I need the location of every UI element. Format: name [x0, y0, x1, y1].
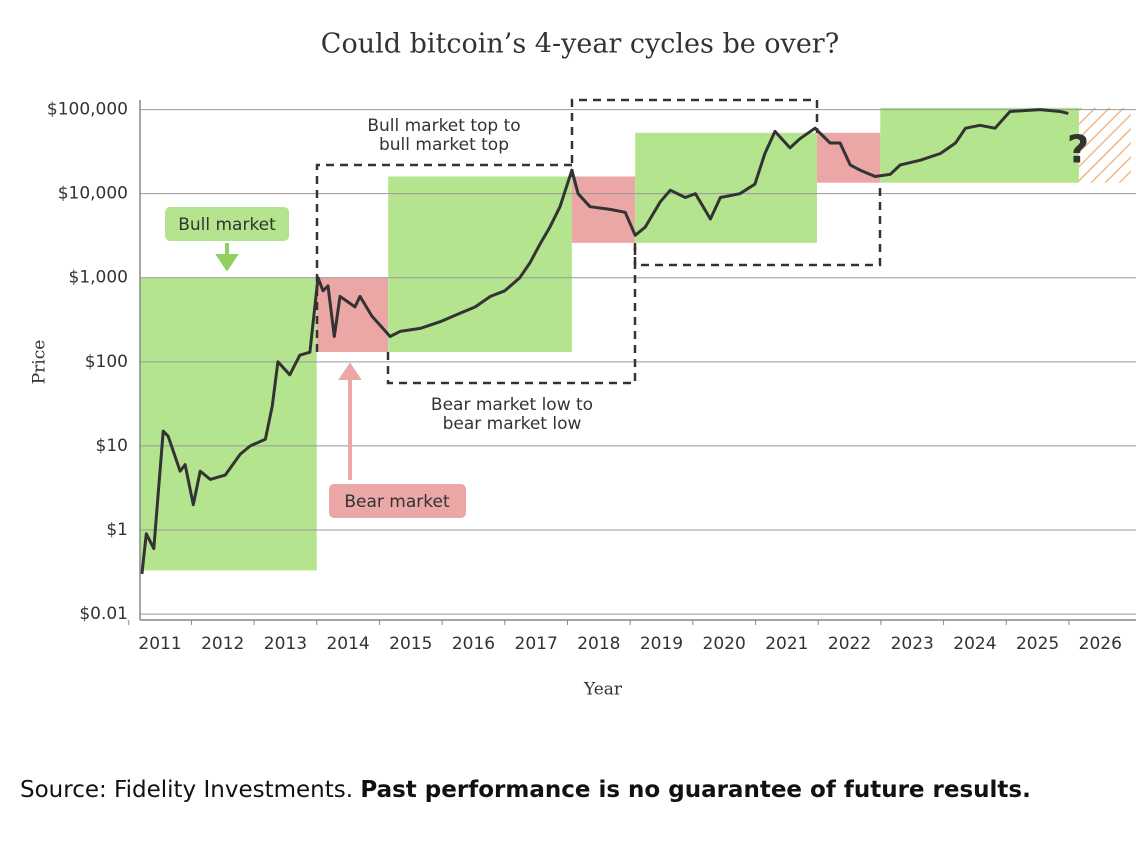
- x-tick-label: 2018: [577, 634, 620, 654]
- annotation: bear market low: [443, 414, 582, 434]
- source-emphasis: Past performance is no guarantee of futu…: [360, 777, 1031, 803]
- x-tick-label: 2022: [828, 634, 871, 654]
- arrow: [338, 362, 362, 480]
- series: [140, 108, 1069, 575]
- bracket: [386, 243, 637, 385]
- regions: [140, 107, 1131, 571]
- x-tick-label: 2025: [1016, 634, 1059, 654]
- cycle-region: [635, 132, 817, 243]
- y-axis-label: Price: [30, 340, 50, 385]
- annotation: bull market top: [379, 135, 509, 155]
- x-tick-label: 2021: [765, 634, 808, 654]
- x-tick-label: 2012: [201, 634, 244, 654]
- cycle-region: [1078, 107, 1131, 183]
- x-tick-label: 2017: [515, 634, 558, 654]
- callout-box: [165, 207, 289, 241]
- y-tick-label: $10,000: [58, 184, 128, 204]
- x-tick-label: 2023: [891, 634, 934, 654]
- source-text: Source: Fidelity Investments.: [20, 777, 353, 803]
- x-tick-label: 2014: [326, 634, 369, 654]
- chart-title: Could bitcoin’s 4-year cycles be over?: [321, 29, 839, 60]
- x-tick-label: 2024: [953, 634, 996, 654]
- y-tick-label: $100,000: [47, 100, 128, 120]
- annotation: Bull market top to: [367, 116, 520, 136]
- bracket: [633, 183, 882, 267]
- arrow: [215, 243, 239, 272]
- y-tick-label: $100: [85, 352, 128, 372]
- x-tick-label: 2026: [1079, 634, 1122, 654]
- bracket: [570, 98, 819, 177]
- question-mark: ?: [1067, 128, 1089, 172]
- annotation: Bull market: [178, 215, 276, 235]
- tick-labels: $0.01 $1 $10 $100 $1,000 $10,000 $100,000 2011 2…: [47, 100, 1122, 654]
- annotation: Bear market low to: [431, 395, 593, 415]
- x-tick-label: 2015: [389, 634, 432, 654]
- x-tick-label: 2016: [452, 634, 495, 654]
- y-tick-label: $1: [106, 520, 128, 540]
- cycle-region: [388, 176, 572, 352]
- cycle-region: [140, 277, 317, 571]
- cycle-region: [880, 107, 1079, 183]
- annotation: Bear market: [344, 492, 450, 512]
- x-axis-label: Year: [583, 680, 623, 700]
- y-tick-label: $1,000: [69, 268, 128, 288]
- x-tick-label: 2013: [264, 634, 307, 654]
- price-line: [140, 108, 1069, 575]
- x-tick-label: 2020: [703, 634, 746, 654]
- y-tick-label: $0.01: [79, 604, 128, 624]
- x-tick-label: 2019: [640, 634, 683, 654]
- grid: [140, 109, 1136, 615]
- x-tick-label: 2011: [138, 634, 181, 654]
- y-tick-label: $10: [96, 436, 128, 456]
- source: Source: Fidelity Investments. Past perfo…: [20, 777, 1031, 803]
- callout-box: [329, 484, 466, 518]
